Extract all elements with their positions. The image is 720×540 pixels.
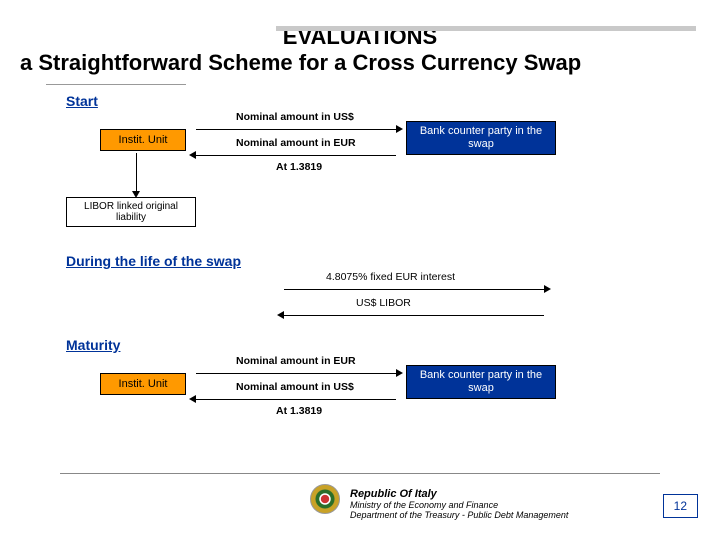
during-top-label: 4.8075% fixed EUR interest [326,271,455,283]
section-maturity: Maturity [66,337,700,353]
arrow-line [196,129,396,130]
section-during: During the life of the swap [66,253,700,269]
arrow-line [196,373,396,374]
arrow-head-l-icon [189,151,196,159]
arrow-head-r-icon [396,125,403,133]
start-bottom-box: LIBOR linked original liability [66,197,196,227]
maturity-rate: At 1.3819 [276,405,322,417]
vline [136,153,137,193]
footer-line3: Department of the Treasury - Public Debt… [350,510,568,520]
section-start: Start [66,93,700,109]
top-rule [276,26,696,31]
start-left-box: Instit. Unit [100,129,186,151]
diagram-start: Instit. Unit Bank counter party in the s… [66,115,700,245]
title-line2: a Straightforward Scheme for a Cross Cur… [20,50,700,76]
footer-line2: Ministry of the Economy and Finance [350,500,568,510]
arrow-line [284,289,544,290]
arrow-line [196,399,396,400]
arrow-line [284,315,544,316]
slide: EVALUATIONS a Straightforward Scheme for… [0,0,720,540]
emblem-icon [310,484,340,514]
maturity-right-box: Bank counter party in the swap [406,365,556,399]
footer: Republic Of Italy Ministry of the Econom… [350,488,568,520]
footer-rule [60,473,660,474]
arrow-line [196,155,396,156]
arrow-head-d-icon [132,191,140,198]
arrow-head-l-icon [277,311,284,319]
during-bottom-label: US$ LIBOR [356,297,411,309]
title-underline [46,84,186,85]
footer-country: Republic Of Italy [350,488,568,500]
arrow-head-r-icon [544,285,551,293]
arrow-head-l-icon [189,395,196,403]
start-rate: At 1.3819 [276,161,322,173]
start-arrow-top-label: Nominal amount in US$ [236,111,354,123]
maturity-arrow-top-label: Nominal amount in EUR [236,355,356,367]
diagram-during: 4.8075% fixed EUR interest US$ LIBOR [66,275,700,329]
diagram-maturity: Instit. Unit Bank counter party in the s… [66,359,700,469]
page-number: 12 [663,494,698,518]
maturity-left-box: Instit. Unit [100,373,186,395]
start-right-box: Bank counter party in the swap [406,121,556,155]
maturity-arrow-bottom-label: Nominal amount in US$ [236,381,354,393]
arrow-head-r-icon [396,369,403,377]
start-arrow-bottom-label: Nominal amount in EUR [236,137,356,149]
